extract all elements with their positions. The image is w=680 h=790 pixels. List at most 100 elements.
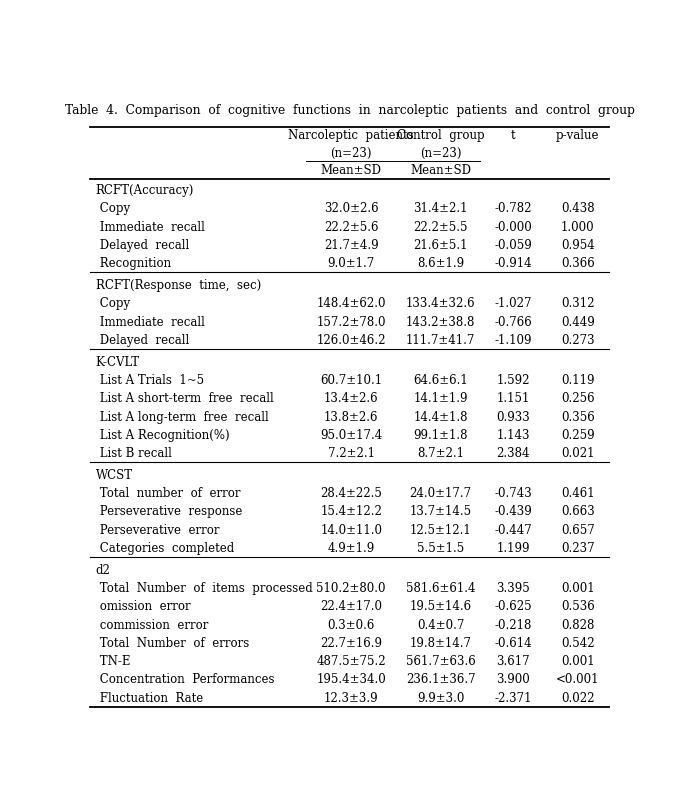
Text: RCFT(Response  time,  sec): RCFT(Response time, sec): [95, 279, 261, 292]
Text: 22.7±16.9: 22.7±16.9: [320, 637, 382, 650]
Text: -0.439: -0.439: [494, 506, 532, 518]
Text: 24.0±17.7: 24.0±17.7: [409, 487, 472, 500]
Text: 0.237: 0.237: [561, 542, 594, 555]
Text: 157.2±78.0: 157.2±78.0: [316, 316, 386, 329]
Text: Recognition: Recognition: [95, 258, 171, 270]
Text: Copy: Copy: [95, 297, 130, 310]
Text: 19.5±14.6: 19.5±14.6: [409, 600, 472, 613]
Text: 14.4±1.8: 14.4±1.8: [413, 411, 468, 423]
Text: -2.371: -2.371: [494, 691, 532, 705]
Text: Mean±SD: Mean±SD: [321, 164, 381, 176]
Text: 0.3±0.6: 0.3±0.6: [328, 619, 375, 631]
Text: 28.4±22.5: 28.4±22.5: [320, 487, 382, 500]
Text: 0.366: 0.366: [561, 258, 594, 270]
Text: 13.7±14.5: 13.7±14.5: [409, 506, 472, 518]
Text: 7.2±2.1: 7.2±2.1: [328, 447, 375, 460]
Text: 0.954: 0.954: [561, 239, 594, 252]
Text: 0.001: 0.001: [561, 655, 594, 668]
Text: 1.000: 1.000: [561, 220, 594, 234]
Text: List A long-term  free  recall: List A long-term free recall: [95, 411, 269, 423]
Text: omission  error: omission error: [95, 600, 190, 613]
Text: 14.0±11.0: 14.0±11.0: [320, 524, 382, 536]
Text: Fluctuation  Rate: Fluctuation Rate: [95, 691, 203, 705]
Text: t: t: [511, 130, 515, 142]
Text: 3.900: 3.900: [496, 673, 530, 687]
Text: List A short-term  free  recall: List A short-term free recall: [95, 393, 273, 405]
Text: Delayed  recall: Delayed recall: [95, 334, 189, 347]
Text: 0.438: 0.438: [561, 202, 594, 216]
Text: commission  error: commission error: [95, 619, 208, 631]
Text: Categories  completed: Categories completed: [95, 542, 234, 555]
Text: 1.151: 1.151: [496, 393, 530, 405]
Text: 0.4±0.7: 0.4±0.7: [417, 619, 464, 631]
Text: -1.027: -1.027: [494, 297, 532, 310]
Text: 64.6±6.1: 64.6±6.1: [413, 374, 468, 387]
Text: 5.5±1.5: 5.5±1.5: [417, 542, 464, 555]
Text: Perseverative  response: Perseverative response: [95, 506, 242, 518]
Text: 21.7±4.9: 21.7±4.9: [324, 239, 379, 252]
Text: Narcoleptic  patients: Narcoleptic patients: [288, 130, 414, 142]
Text: 9.0±1.7: 9.0±1.7: [328, 258, 375, 270]
Text: 9.9±3.0: 9.9±3.0: [417, 691, 464, 705]
Text: 195.4±34.0: 195.4±34.0: [316, 673, 386, 687]
Text: -0.743: -0.743: [494, 487, 532, 500]
Text: (n=23): (n=23): [330, 146, 372, 160]
Text: 8.6±1.9: 8.6±1.9: [417, 258, 464, 270]
Text: -0.059: -0.059: [494, 239, 532, 252]
Text: 0.259: 0.259: [561, 429, 594, 442]
Text: 15.4±12.2: 15.4±12.2: [320, 506, 382, 518]
Text: 1.592: 1.592: [496, 374, 530, 387]
Text: 31.4±2.1: 31.4±2.1: [413, 202, 468, 216]
Text: 0.119: 0.119: [561, 374, 594, 387]
Text: 0.356: 0.356: [561, 411, 594, 423]
Text: -0.625: -0.625: [494, 600, 532, 613]
Text: 510.2±80.0: 510.2±80.0: [316, 582, 386, 595]
Text: RCFT(Accuracy): RCFT(Accuracy): [95, 184, 194, 198]
Text: -0.218: -0.218: [494, 619, 532, 631]
Text: -1.109: -1.109: [494, 334, 532, 347]
Text: Total  number  of  error: Total number of error: [95, 487, 240, 500]
Text: 4.9±1.9: 4.9±1.9: [328, 542, 375, 555]
Text: 0.021: 0.021: [561, 447, 594, 460]
Text: Immediate  recall: Immediate recall: [95, 316, 205, 329]
Text: 0.828: 0.828: [561, 619, 594, 631]
Text: d2: d2: [95, 564, 110, 577]
Text: 3.395: 3.395: [496, 582, 530, 595]
Text: 21.6±5.1: 21.6±5.1: [413, 239, 468, 252]
Text: 0.022: 0.022: [561, 691, 594, 705]
Text: 0.542: 0.542: [561, 637, 594, 650]
Text: List A Recognition(%): List A Recognition(%): [95, 429, 229, 442]
Text: 0.461: 0.461: [561, 487, 594, 500]
Text: 12.3±3.9: 12.3±3.9: [324, 691, 379, 705]
Text: 0.256: 0.256: [561, 393, 594, 405]
Text: 1.199: 1.199: [496, 542, 530, 555]
Text: 3.617: 3.617: [496, 655, 530, 668]
Text: Mean±SD: Mean±SD: [410, 164, 471, 176]
Text: TN-E: TN-E: [95, 655, 130, 668]
Text: -0.766: -0.766: [494, 316, 532, 329]
Text: 13.8±2.6: 13.8±2.6: [324, 411, 378, 423]
Text: K-CVLT: K-CVLT: [95, 356, 139, 369]
Text: List B recall: List B recall: [95, 447, 171, 460]
Text: 22.4±17.0: 22.4±17.0: [320, 600, 382, 613]
Text: -0.614: -0.614: [494, 637, 532, 650]
Text: 19.8±14.7: 19.8±14.7: [410, 637, 472, 650]
Text: 148.4±62.0: 148.4±62.0: [316, 297, 386, 310]
Text: 0.312: 0.312: [561, 297, 594, 310]
Text: 0.449: 0.449: [561, 316, 594, 329]
Text: (n=23): (n=23): [420, 146, 462, 160]
Text: 13.4±2.6: 13.4±2.6: [324, 393, 379, 405]
Text: Delayed  recall: Delayed recall: [95, 239, 189, 252]
Text: 22.2±5.5: 22.2±5.5: [413, 220, 468, 234]
Text: List A Trials  1~5: List A Trials 1~5: [95, 374, 204, 387]
Text: -0.000: -0.000: [494, 220, 532, 234]
Text: 95.0±17.4: 95.0±17.4: [320, 429, 382, 442]
Text: Total  Number  of  items  processed: Total Number of items processed: [95, 582, 312, 595]
Text: 126.0±46.2: 126.0±46.2: [316, 334, 386, 347]
Text: -0.914: -0.914: [494, 258, 532, 270]
Text: -0.447: -0.447: [494, 524, 532, 536]
Text: 0.933: 0.933: [496, 411, 530, 423]
Text: 111.7±41.7: 111.7±41.7: [406, 334, 475, 347]
Text: 0.001: 0.001: [561, 582, 594, 595]
Text: 14.1±1.9: 14.1±1.9: [413, 393, 468, 405]
